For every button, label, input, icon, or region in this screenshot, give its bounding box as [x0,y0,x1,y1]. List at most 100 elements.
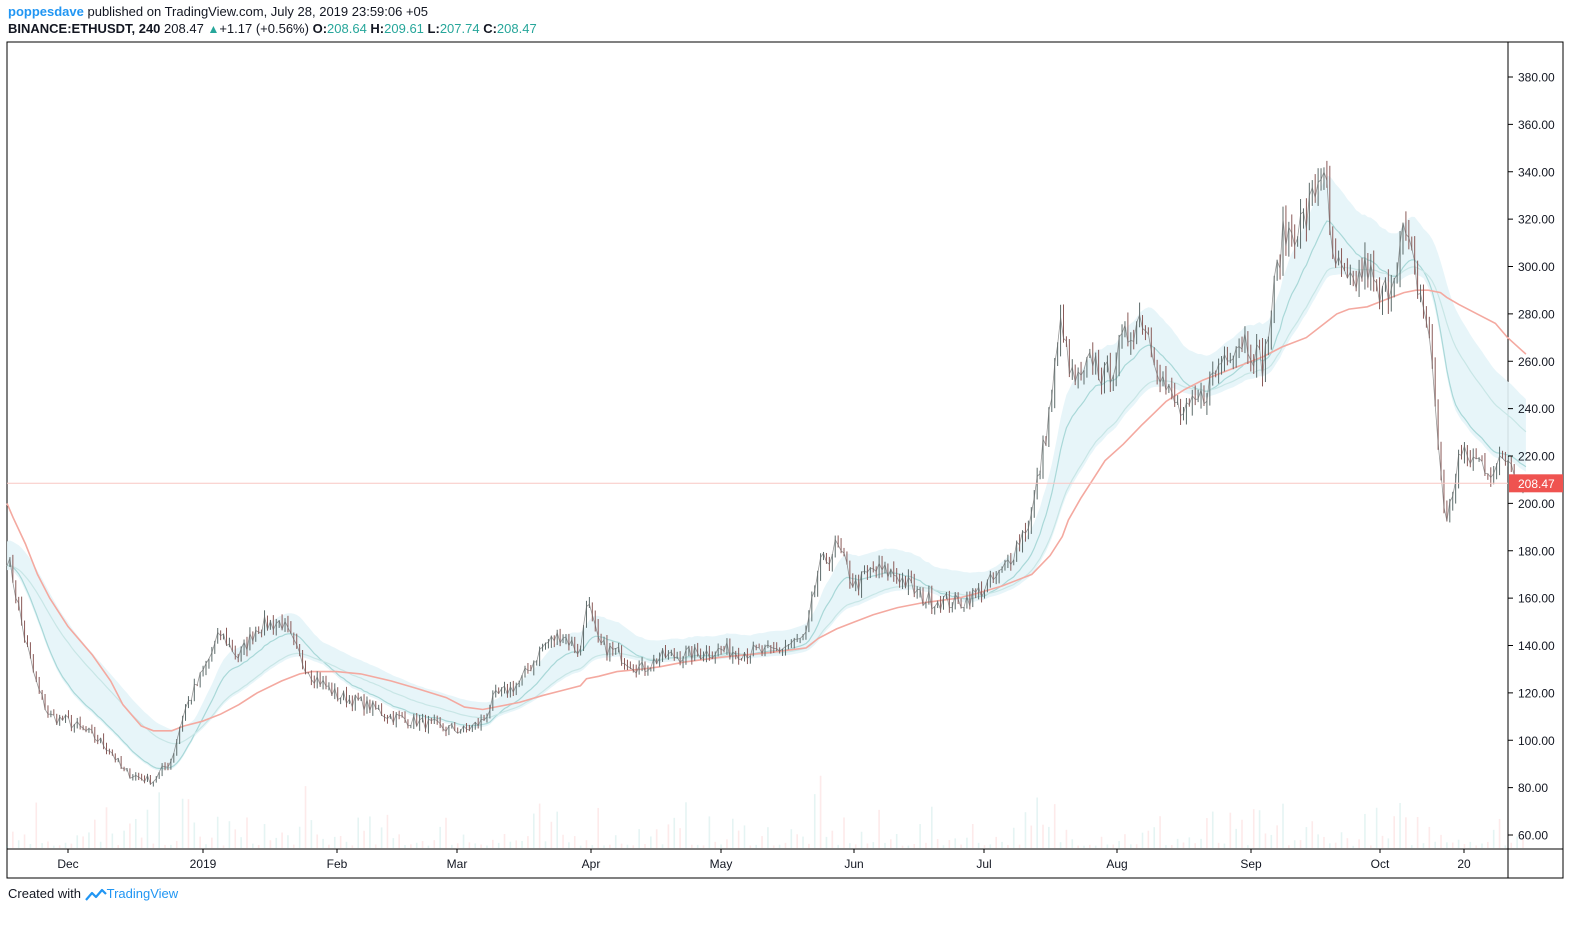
volume-bar [931,806,933,848]
volume-bar [743,825,746,848]
volume-bar [1147,830,1150,848]
volume-bar [1159,816,1161,848]
author-link[interactable]: poppesdave [8,4,84,19]
volume-bar [1457,839,1460,848]
slow-ma-line [6,289,1527,732]
volume-bar [1451,842,1454,848]
volume-bar [1387,838,1390,848]
volume-bar [562,834,564,848]
volume-bar [1487,841,1489,848]
volume-bar [228,821,231,848]
volume-bar [456,843,459,848]
volume-bar [626,844,629,848]
volume-bar [1024,812,1027,848]
volume-bar [123,830,125,848]
y-tick-label: 60.00 [1518,829,1548,843]
volume-bar [1036,797,1038,848]
last-price-line: 208.47 [7,474,1563,493]
volume-bar [199,836,201,848]
volume-bar [1012,827,1015,848]
volume-bar [1100,836,1103,848]
volume-bar [1352,845,1355,848]
volume-bar [1358,839,1360,848]
volume-bar [211,837,213,848]
volume-bar [796,834,798,848]
volume-bar [386,814,389,848]
fast-ma-line [6,220,1527,770]
volume-bar [58,845,61,848]
volume-bar [175,840,178,848]
chart-frame [6,41,1564,879]
volume-bar [977,842,980,848]
volume-bar [585,840,588,848]
volume-bar [1375,807,1378,848]
volume-bar [433,840,436,848]
volume-bar [1510,842,1513,848]
volume-bar [1135,844,1138,848]
volume-bar [1241,819,1243,848]
volume-bar [556,811,558,848]
x-tick-label: Apr [582,857,601,871]
volume-bar [550,821,553,848]
last-price-label: 208.47 [1518,477,1555,491]
volume-bar [193,822,196,848]
volume-bar [1434,841,1436,848]
volume-bar [164,844,166,848]
volume-bar [304,786,307,848]
time-axis[interactable]: Dec 2019 Feb Mar Apr May Jun Jul Aug Sep Oct 20 [57,849,1471,871]
volume-bar [445,817,447,848]
volume-bar [1130,844,1132,848]
volume-bar [644,844,646,848]
volume-bars [6,775,1524,848]
volume-bar [1223,843,1226,848]
symbol-name[interactable]: BINANCE:ETHUSDT, 240 [8,21,161,36]
volume-bar [1334,842,1337,848]
close-label: C: [483,21,497,36]
volume-bar [948,840,951,848]
volume-bar [269,840,272,848]
volume-bar [936,839,939,848]
volume-bar [170,844,172,848]
y-tick-label: 240.00 [1518,402,1555,416]
volume-bar [70,843,73,848]
volume-bar [1293,840,1296,848]
last-price-text: 208.47 [164,21,204,36]
volume-bar [860,831,863,848]
volume-bar [591,845,594,848]
y-tick-label: 80.00 [1518,781,1548,795]
volume-bar [281,832,283,848]
volume-bar [731,818,734,848]
volume-bar [1469,841,1472,848]
volume-bar [1481,843,1483,848]
volume-bar [983,845,986,848]
volume-bar [240,837,242,848]
volume-bar [1118,841,1120,848]
tradingview-brand[interactable]: TradingView [106,886,179,901]
volume-bar [714,841,717,848]
open-value: 208.64 [327,21,367,36]
x-tick-label: Sep [1240,857,1262,871]
volume-bar [1475,845,1477,848]
volume-bar [421,841,424,848]
volume-bar [1498,818,1501,848]
volume-bar [1182,842,1185,848]
volume-bar [661,844,664,848]
price-axis[interactable]: 60.00 80.00 100.00 120.00 140.00 160.00 180.00… [1508,71,1555,843]
volume-bar [1393,816,1396,848]
volume-bar [1124,834,1126,848]
price-series [6,160,1527,787]
y-tick-label: 260.00 [1518,355,1555,369]
volume-bar [427,845,430,848]
volume-bar [1089,844,1091,848]
volume-bar [486,845,488,848]
volume-bar [1001,841,1003,848]
volume-bar [1492,829,1495,848]
volume-bar [287,835,289,848]
volume-bar [960,844,962,848]
y-tick-label: 180.00 [1518,544,1555,558]
volume-bar [866,843,869,848]
y-tick-label: 340.00 [1518,165,1555,179]
volume-bar [895,833,898,848]
volume-bar [410,844,412,848]
